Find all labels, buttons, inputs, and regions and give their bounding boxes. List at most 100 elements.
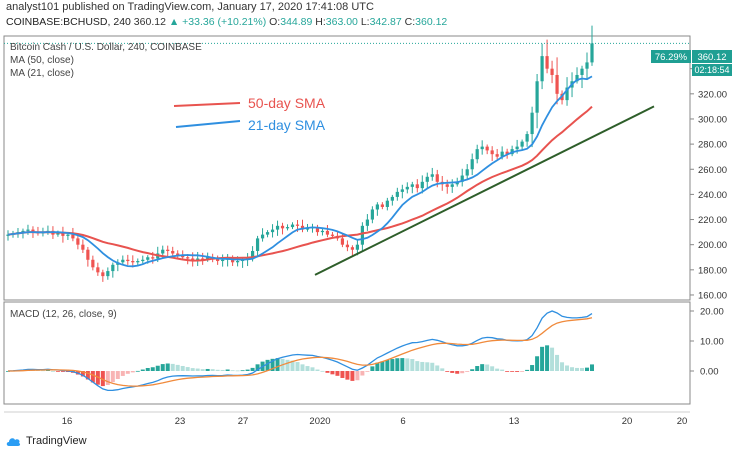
candle-body [126, 259, 130, 262]
annotation-ma50-swatch [173, 102, 241, 107]
macd-histogram-bar [205, 368, 210, 371]
candle-body [480, 146, 484, 150]
macd-histogram-bar [350, 371, 355, 381]
macd-histogram-bar [340, 371, 345, 378]
candle-body [131, 261, 135, 263]
candle-body [535, 81, 539, 113]
candle-body [330, 234, 335, 236]
candle-body [260, 234, 265, 239]
macd-histogram-bar [225, 369, 230, 371]
candle-body [590, 43, 594, 63]
candle-body [395, 191, 399, 197]
macd-histogram-bar [90, 371, 95, 383]
candle-body [86, 249, 90, 260]
candle-body [56, 233, 60, 235]
tradingview-cloud-icon [6, 438, 21, 446]
macd-histogram-bar [95, 371, 100, 385]
candle-body [141, 259, 145, 262]
macd-histogram-bar [410, 359, 415, 371]
time-tick-label: 13 [509, 416, 520, 427]
candle-body [460, 175, 464, 182]
time-tick-label: 16 [62, 416, 73, 427]
macd-histogram-bar [325, 371, 330, 373]
macd-histogram-bar [455, 371, 460, 374]
candle-body [390, 196, 394, 201]
macd-histogram-bar [525, 369, 530, 371]
candle-body [370, 209, 374, 220]
candle-body [31, 229, 35, 233]
macd-histogram-bar [465, 371, 470, 372]
price-tick-label: 260.00 [698, 165, 727, 176]
price-pane-frame [3, 35, 691, 301]
macd-histogram-bar [490, 366, 495, 371]
macd-histogram-bar [150, 367, 155, 371]
high-value: 363.00 [325, 16, 358, 28]
macd-histogram-bar [220, 369, 225, 371]
candle-body [280, 225, 285, 229]
macd-pane-frame [3, 301, 691, 405]
time-tick-label: 6 [400, 416, 405, 427]
macd-histogram-bar [365, 371, 370, 372]
macd-histogram-bar [275, 358, 280, 371]
macd-histogram-bar [355, 371, 360, 381]
macd-histogram-bar [420, 361, 425, 371]
candle-body [490, 150, 494, 155]
candle-body [530, 112, 534, 135]
percent-tag-bg [651, 50, 691, 63]
macd-histogram-bar [580, 367, 585, 371]
last-price: 360.12 [133, 16, 166, 28]
macd-histogram-bar [310, 367, 315, 371]
macd-histogram-bar [115, 371, 120, 380]
macd-histogram-bar [135, 370, 140, 372]
macd-histogram-bar [245, 369, 250, 371]
macd-histogram-bar [520, 371, 525, 372]
macd-histogram-bar [50, 370, 55, 372]
candle-body [565, 87, 569, 101]
candle-body [320, 230, 325, 233]
macd-histogram-bar [265, 359, 270, 371]
macd-histogram-bar [60, 371, 65, 372]
percent-tag-label: 76.29% [655, 52, 688, 63]
macd-tick-label: 10.00 [700, 337, 724, 348]
price-tick-label: 240.00 [698, 190, 727, 201]
candle-body [181, 256, 185, 258]
macd-line [7, 310, 593, 392]
macd-histogram-bar [200, 369, 205, 371]
macd-histogram-bar [290, 360, 295, 371]
candle-body [465, 169, 469, 176]
macd-histogram-bar [145, 367, 150, 371]
candle-body [121, 259, 125, 263]
legend-ma50: MA (50, close) [10, 55, 74, 66]
macd-histogram-bar [545, 345, 550, 371]
candle-body [96, 267, 100, 273]
macd-histogram-bar [435, 365, 440, 371]
candle-body [61, 233, 65, 236]
candle-body [525, 134, 529, 142]
candle-body [470, 159, 474, 170]
macd-histogram-bar [560, 362, 565, 371]
candle-body [81, 244, 85, 250]
candle-body [555, 74, 559, 94]
macd-histogram-bar [400, 358, 405, 371]
candle-body [216, 258, 220, 262]
brand-name: TradingView [26, 435, 87, 447]
macd-histogram-bar [480, 364, 485, 371]
candle-body [191, 258, 195, 260]
tradingview-logo[interactable]: TradingView [6, 434, 87, 448]
macd-histogram-bar [505, 371, 510, 372]
candle-body [71, 234, 75, 239]
low-label: L: [360, 16, 370, 28]
candle-body [171, 250, 175, 254]
candle-body [290, 224, 295, 228]
time-tick-label: 20 [622, 416, 633, 427]
macd-histogram-bar [510, 371, 515, 372]
macd-histogram-bar [565, 365, 570, 371]
candle-body [305, 228, 310, 230]
symbol-ohlc-line: COINBASE:BCHUSD, 240 360.12 ▲ +33.36 (+1… [6, 16, 447, 28]
high-label: H: [315, 16, 326, 28]
macd-histogram-bar [105, 371, 110, 385]
candle-body [136, 261, 140, 263]
candle-body [545, 56, 549, 69]
candle-body [111, 264, 115, 272]
